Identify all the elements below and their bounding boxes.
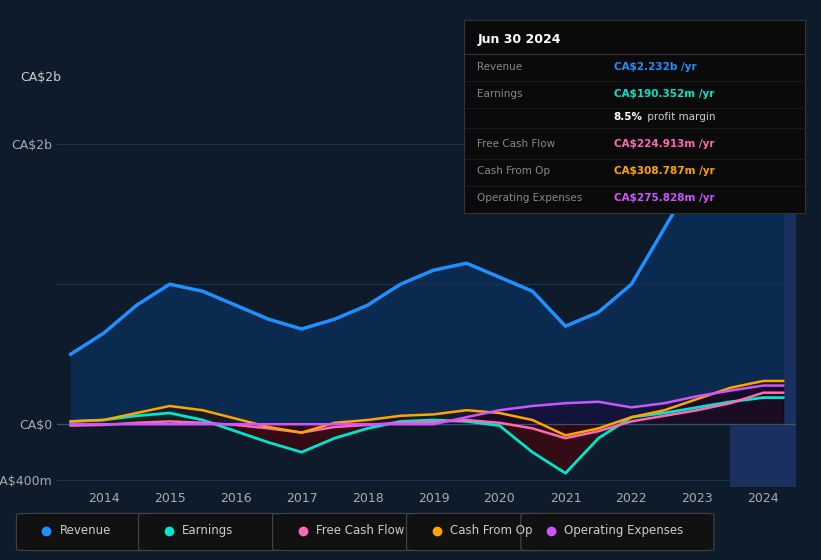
FancyBboxPatch shape [521, 514, 714, 550]
Text: Free Cash Flow: Free Cash Flow [316, 525, 404, 538]
Text: Earnings: Earnings [478, 89, 523, 99]
Text: CA$2.232b /yr: CA$2.232b /yr [614, 62, 696, 72]
Bar [731, 95, 796, 487]
Text: CA$2b: CA$2b [21, 71, 62, 84]
Text: Revenue: Revenue [478, 62, 523, 72]
Text: Cash From Op: Cash From Op [478, 166, 551, 176]
Text: 8.5%: 8.5% [614, 113, 643, 122]
FancyBboxPatch shape [273, 514, 419, 550]
FancyBboxPatch shape [139, 514, 284, 550]
Text: Revenue: Revenue [60, 525, 111, 538]
Text: profit margin: profit margin [644, 113, 716, 122]
Text: CA$224.913m /yr: CA$224.913m /yr [614, 139, 714, 150]
FancyBboxPatch shape [16, 514, 154, 550]
Text: Cash From Op: Cash From Op [450, 525, 532, 538]
Text: Free Cash Flow: Free Cash Flow [478, 139, 556, 150]
Text: Jun 30 2024: Jun 30 2024 [478, 33, 561, 46]
Text: CA$308.787m /yr: CA$308.787m /yr [614, 166, 714, 176]
Text: Earnings: Earnings [182, 525, 233, 538]
Text: Operating Expenses: Operating Expenses [478, 194, 583, 203]
Text: CA$190.352m /yr: CA$190.352m /yr [614, 89, 714, 99]
Text: Operating Expenses: Operating Expenses [564, 525, 683, 538]
Text: CA$275.828m /yr: CA$275.828m /yr [614, 194, 714, 203]
FancyBboxPatch shape [406, 514, 544, 550]
